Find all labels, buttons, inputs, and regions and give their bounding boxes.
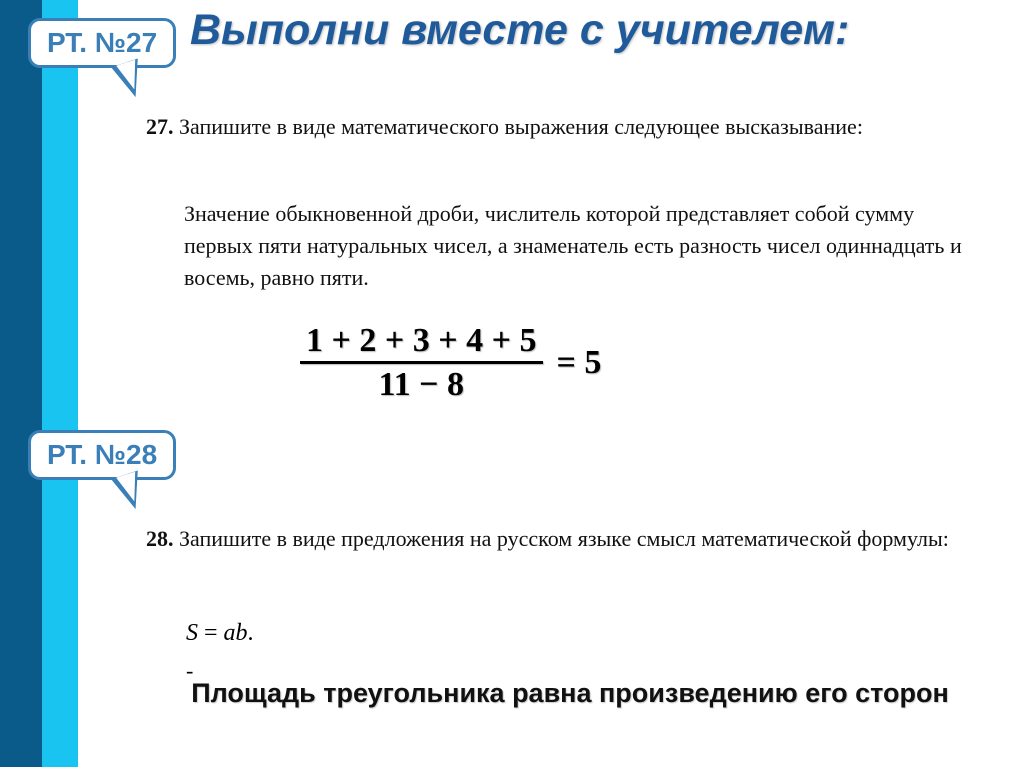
left-stripe-light xyxy=(42,0,78,767)
task-27-number: 27. xyxy=(146,114,174,139)
formula: S = ab. xyxy=(186,620,254,647)
task-28-number: 28. xyxy=(146,526,174,551)
formula-dot: . xyxy=(248,620,254,646)
formula-eq: = xyxy=(198,620,224,646)
left-stripe-dark xyxy=(0,0,42,767)
numerator: 1 + 2 + 3 + 4 + 5 xyxy=(300,322,543,361)
answer-text: Площадь треугольника равна произведению … xyxy=(190,676,950,711)
denominator: 11 − 8 xyxy=(373,364,471,403)
task-28-lead: 28. Запишите в виде предложения на русск… xyxy=(146,524,976,555)
task-27-body: Значение обыкновенной дроби, числитель к… xyxy=(184,198,974,294)
equation: 1 + 2 + 3 + 4 + 5 11 − 8 = 5 xyxy=(300,322,601,404)
task-27-lead: 27. Запишите в виде математического выра… xyxy=(146,112,976,142)
equation-rhs: = 5 xyxy=(557,344,602,382)
formula-rhs: ab xyxy=(224,620,248,646)
formula-lhs: S xyxy=(186,620,198,646)
task-27-lead-text: Запишите в виде математического выражени… xyxy=(179,114,863,139)
callout-rt28: РТ. №28 xyxy=(28,430,176,480)
fraction: 1 + 2 + 3 + 4 + 5 11 − 8 xyxy=(300,322,543,404)
page-title: Выполни вместе с учителем: xyxy=(190,6,1020,55)
task-28-lead-text: Запишите в виде предложения на русском я… xyxy=(179,526,949,551)
callout-rt27: РТ. №27 xyxy=(28,18,176,68)
